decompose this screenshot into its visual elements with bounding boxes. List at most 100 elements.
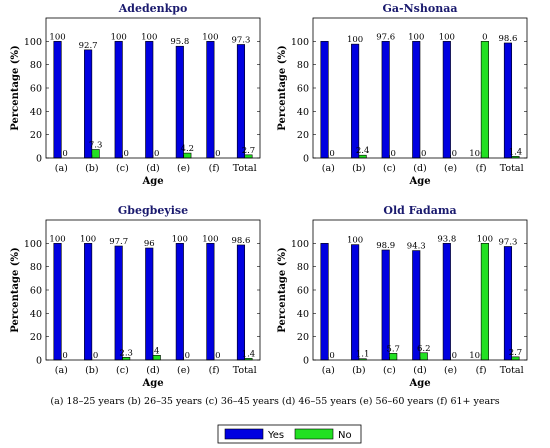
y-tick-label: 60 (30, 84, 42, 95)
x-tick-label: (e) (444, 163, 457, 174)
y-tick-label: 60 (297, 84, 309, 95)
data-label: 0 (482, 32, 487, 42)
y-tick-label: 100 (24, 239, 42, 250)
data-label: 100 (439, 32, 455, 42)
bar-yes-4 (442, 243, 451, 361)
x-tick-label: (c) (383, 365, 396, 376)
bar-yes-0 (53, 243, 62, 361)
data-label: 100 (469, 149, 485, 159)
x-axis-label: Age (408, 176, 430, 187)
bar-yes-6 (503, 246, 513, 361)
x-tick-label: (b) (352, 163, 366, 174)
data-label: 98.6 (498, 34, 517, 44)
data-label: 0 (62, 351, 67, 361)
y-tick-label: 0 (303, 154, 309, 165)
x-tick-label: (c) (116, 163, 129, 174)
x-tick-label: (f) (476, 163, 487, 174)
x-tick-label: (f) (209, 365, 220, 376)
bar-yes-4 (442, 41, 451, 159)
data-label: 100 (49, 234, 65, 244)
data-label: 100 (347, 35, 363, 45)
bar-yes-6 (503, 42, 513, 159)
data-label: 98.9 (376, 241, 395, 251)
data-label: 0 (123, 149, 128, 159)
bar-no-1 (91, 149, 100, 159)
data-label: 100 (477, 234, 493, 244)
y-tick-label: 20 (30, 332, 42, 343)
data-label: 100 (408, 32, 424, 42)
y-axis-label: Percentage (%) (277, 247, 288, 333)
x-tick-label: (a) (322, 163, 335, 174)
y-axis-label: Percentage (%) (10, 247, 21, 333)
data-label: 95.8 (170, 37, 189, 47)
y-tick-label: 100 (291, 239, 309, 250)
data-label: 100 (469, 351, 485, 361)
data-label: 1.4 (509, 147, 523, 157)
data-label: 100 (80, 234, 96, 244)
bar-yes-1 (351, 43, 360, 159)
data-label: 2.7 (509, 348, 523, 358)
y-tick-label: 80 (297, 60, 309, 71)
bar-yes-5 (206, 41, 215, 159)
bar-yes-6 (236, 244, 246, 361)
bar-yes-3 (412, 41, 421, 159)
data-label: 100 (111, 32, 127, 42)
data-label: 0 (421, 149, 426, 159)
bar-yes-1 (84, 243, 93, 361)
x-tick-label: Total (500, 365, 524, 376)
data-label: 0 (452, 149, 457, 159)
x-tick-label: (c) (116, 365, 129, 376)
data-label: 0 (185, 351, 190, 361)
legend-swatch-yes (224, 428, 264, 440)
y-tick-label: 80 (30, 262, 42, 273)
data-label: 2.3 (119, 348, 133, 358)
x-tick-label: (f) (476, 365, 487, 376)
y-tick-label: 20 (30, 130, 42, 141)
data-label: 100 (141, 32, 157, 42)
x-tick-label: (e) (177, 163, 190, 174)
bar-no-3 (419, 352, 428, 361)
data-label: 5.7 (386, 344, 400, 354)
bar-yes-0 (53, 41, 62, 159)
data-label: 97.3 (498, 237, 517, 247)
data-label: 94.3 (407, 242, 426, 252)
data-label: 100 (202, 32, 218, 42)
x-tick-label: (d) (146, 365, 160, 376)
bar-yes-1 (351, 244, 360, 361)
data-label: 96 (144, 239, 155, 249)
data-label: 97.3 (231, 35, 250, 45)
bar-no-5 (480, 41, 489, 159)
data-label: 0 (154, 149, 159, 159)
x-tick-label: (d) (146, 163, 160, 174)
panel-title: Gbegbeyise (118, 204, 188, 217)
data-label: 0 (62, 149, 67, 159)
data-label: 100 (49, 32, 65, 42)
age-group-footnote: (a) 18–25 years (b) 26–35 years (c) 36–4… (50, 396, 499, 407)
x-axis-label: Age (141, 378, 163, 389)
x-tick-label: (d) (413, 163, 427, 174)
y-tick-label: 40 (30, 309, 42, 320)
x-tick-label: (b) (85, 365, 99, 376)
legend-swatch-no (294, 428, 334, 440)
data-label: 7.3 (89, 140, 103, 150)
x-tick-label: (e) (444, 365, 457, 376)
panel-title: Old Fadama (383, 204, 456, 217)
y-tick-label: 40 (297, 309, 309, 320)
data-label: 97.7 (109, 237, 128, 247)
bar-yes-3 (145, 247, 154, 361)
x-tick-label: (e) (177, 365, 190, 376)
data-label: 97.6 (376, 32, 395, 42)
x-tick-label: Total (500, 163, 524, 174)
y-axis-label: Percentage (%) (10, 45, 21, 131)
bar-yes-2 (381, 41, 390, 159)
y-tick-label: 0 (303, 356, 309, 367)
x-tick-label: (d) (413, 365, 427, 376)
data-label: 0 (329, 351, 334, 361)
bar-yes-6 (236, 44, 246, 159)
x-tick-label: (a) (55, 365, 68, 376)
data-label: 0 (452, 351, 457, 361)
y-tick-label: 40 (30, 107, 42, 118)
x-tick-label: (f) (209, 163, 220, 174)
y-tick-label: 80 (30, 60, 42, 71)
